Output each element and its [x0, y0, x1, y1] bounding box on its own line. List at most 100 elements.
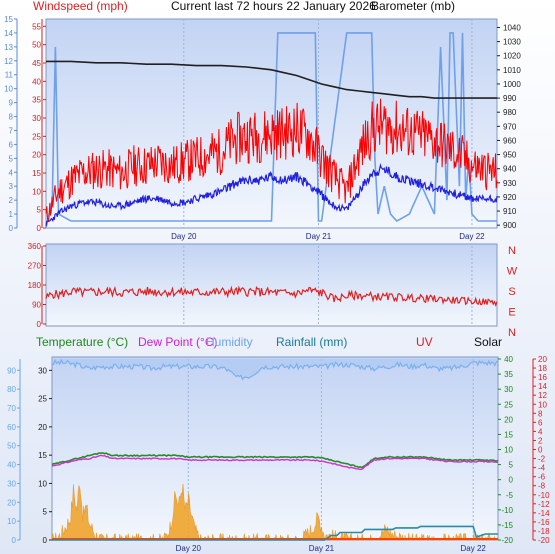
- uv-tick-label: -14: [538, 509, 550, 518]
- humidity-tick-label: 50: [7, 442, 16, 451]
- temperature-tick-label: 0: [509, 476, 514, 485]
- wind-count-tick-label: 9: [9, 99, 14, 108]
- barometer-label: Barometer (mb): [371, 0, 455, 13]
- direction-tick-label: 180: [28, 281, 42, 290]
- wind-count-tick-label: 1: [9, 210, 14, 219]
- humidity-tick-label: 70: [7, 404, 16, 413]
- uv-tick-label: 14: [538, 382, 547, 391]
- wind-panel-plot: Day 20 Day 21 Day 220510152025303540455055…: [4, 15, 521, 241]
- barometer-tick-label: 950: [503, 151, 517, 160]
- wind-count-tick-label: 8: [9, 113, 14, 122]
- barometer-tick-label: 990: [503, 94, 517, 103]
- windspeed-label: Windspeed (mph): [33, 0, 128, 13]
- temperature-tick-label: -10: [501, 506, 513, 515]
- solar-tick-label: 15: [38, 451, 47, 460]
- temperature-panel-plot: Day 20 Day 21 Day 220510152025300102030405…: [7, 355, 550, 553]
- uv-tick-label: 20: [538, 355, 547, 364]
- humidity-tick-label: 90: [7, 366, 16, 375]
- humidity-series: [51, 358, 499, 381]
- uv-tick-label: -18: [538, 527, 550, 536]
- windspeed-tick-label: 15: [32, 169, 41, 178]
- direction-tick-label: 360: [28, 242, 42, 251]
- solar-tick-label: 0: [43, 536, 48, 545]
- temperature-tick-label: 30: [504, 385, 513, 394]
- temperature-tick-label: 35: [504, 370, 513, 379]
- temperature-tick-label: -20: [501, 536, 513, 545]
- barometer-tick-label: 980: [503, 108, 517, 117]
- temperature-tick-label: 10: [504, 446, 513, 455]
- humidity-tick-label: 60: [7, 423, 16, 432]
- uv-tick-label: 2: [538, 436, 543, 445]
- humidity-tick-label: 0: [12, 536, 17, 545]
- barometer-tick-label: 940: [503, 165, 517, 174]
- direction-compass-label: N: [508, 245, 516, 257]
- wind-count-tick-label: 5: [9, 154, 14, 163]
- temperature-tick-label: 20: [504, 415, 513, 424]
- wind-count-tick-label: 13: [4, 43, 13, 52]
- barometer-tick-label: 900: [503, 221, 517, 230]
- temperature-tick-label: 15: [504, 430, 513, 439]
- barometer-tick-label: 1030: [503, 38, 521, 47]
- temperature-label: Temperature (°C): [36, 335, 128, 349]
- windspeed-tick-label: 30: [32, 114, 41, 123]
- humidity-tick-label: 30: [7, 479, 16, 488]
- direction-tick-label: 0: [37, 320, 42, 329]
- wind-count-tick-label: 2: [9, 196, 14, 205]
- direction-tick-label: 90: [32, 301, 41, 310]
- direction-compass-label: N: [508, 327, 516, 339]
- barometer-series: [46, 60, 497, 99]
- uv-tick-label: 4: [538, 427, 543, 436]
- uv-tick-label: -2: [538, 455, 546, 464]
- barometer-tick-label: 1020: [503, 52, 521, 61]
- solar-tick-label: 25: [38, 395, 47, 404]
- wind-count-tick-label: 15: [4, 15, 13, 24]
- temperature-tick-label: -15: [501, 521, 513, 530]
- windspeed-tick-label: 0: [37, 224, 42, 233]
- humidity-tick-label: 40: [7, 461, 16, 470]
- temperature-panel: [51, 356, 499, 541]
- wind-count-tick-label: 3: [9, 182, 14, 191]
- windspeed-tick-label: 25: [32, 132, 41, 141]
- barometer-tick-label: 920: [503, 193, 517, 202]
- uv-tick-label: 6: [538, 418, 543, 427]
- temperature-tick-label: 5: [509, 461, 514, 470]
- dewpoint-series: [51, 454, 499, 471]
- wind-count-tick-label: 0: [9, 224, 14, 233]
- windspeed-tick-label: 50: [32, 41, 41, 50]
- uv-tick-label: -12: [538, 500, 550, 509]
- solar-tick-label: 30: [38, 366, 47, 375]
- temperature-series: [51, 452, 499, 469]
- wind-x-tick-label: Day 20: [171, 232, 197, 241]
- windspeed-tick-label: 55: [32, 22, 41, 31]
- windspeed-tick-label: 45: [32, 59, 41, 68]
- humidity-tick-label: 20: [7, 498, 16, 507]
- uv-tick-label: 10: [538, 400, 547, 409]
- barometer-tick-label: 960: [503, 136, 517, 145]
- uv-tick-label: 8: [538, 409, 543, 418]
- wind-panel: [45, 18, 498, 229]
- wind-average-series: [45, 163, 498, 227]
- uv-tick-label: 16: [538, 373, 547, 382]
- solar-tick-label: 5: [43, 508, 48, 517]
- windspeed-tick-label: 35: [32, 96, 41, 105]
- wind-count-tick-label: 4: [9, 168, 14, 177]
- barometer-tick-label: 970: [503, 122, 517, 131]
- rainfall-label: Rainfall (mm): [276, 335, 347, 349]
- windspeed-tick-label: 20: [32, 151, 41, 160]
- barometer-tick-label: 910: [503, 207, 517, 216]
- wind-count-tick-label: 6: [9, 140, 14, 149]
- uv-tick-label: -8: [538, 482, 546, 491]
- wind-count-tick-label: 7: [9, 126, 14, 135]
- uv-tick-label: 0: [538, 446, 543, 455]
- uv-tick-label: -6: [538, 473, 546, 482]
- temp-x-tick-label: Day 22: [461, 544, 487, 553]
- barometer-tick-label: 930: [503, 179, 517, 188]
- uv-tick-label: -4: [538, 464, 546, 473]
- wind-count-tick-label: 14: [4, 29, 13, 38]
- uv-tick-label: -16: [538, 518, 550, 527]
- uv-label: UV: [416, 335, 433, 349]
- uv-tick-label: 12: [538, 391, 547, 400]
- wind-count-tick-label: 10: [4, 85, 13, 94]
- direction-compass-label: S: [508, 286, 515, 298]
